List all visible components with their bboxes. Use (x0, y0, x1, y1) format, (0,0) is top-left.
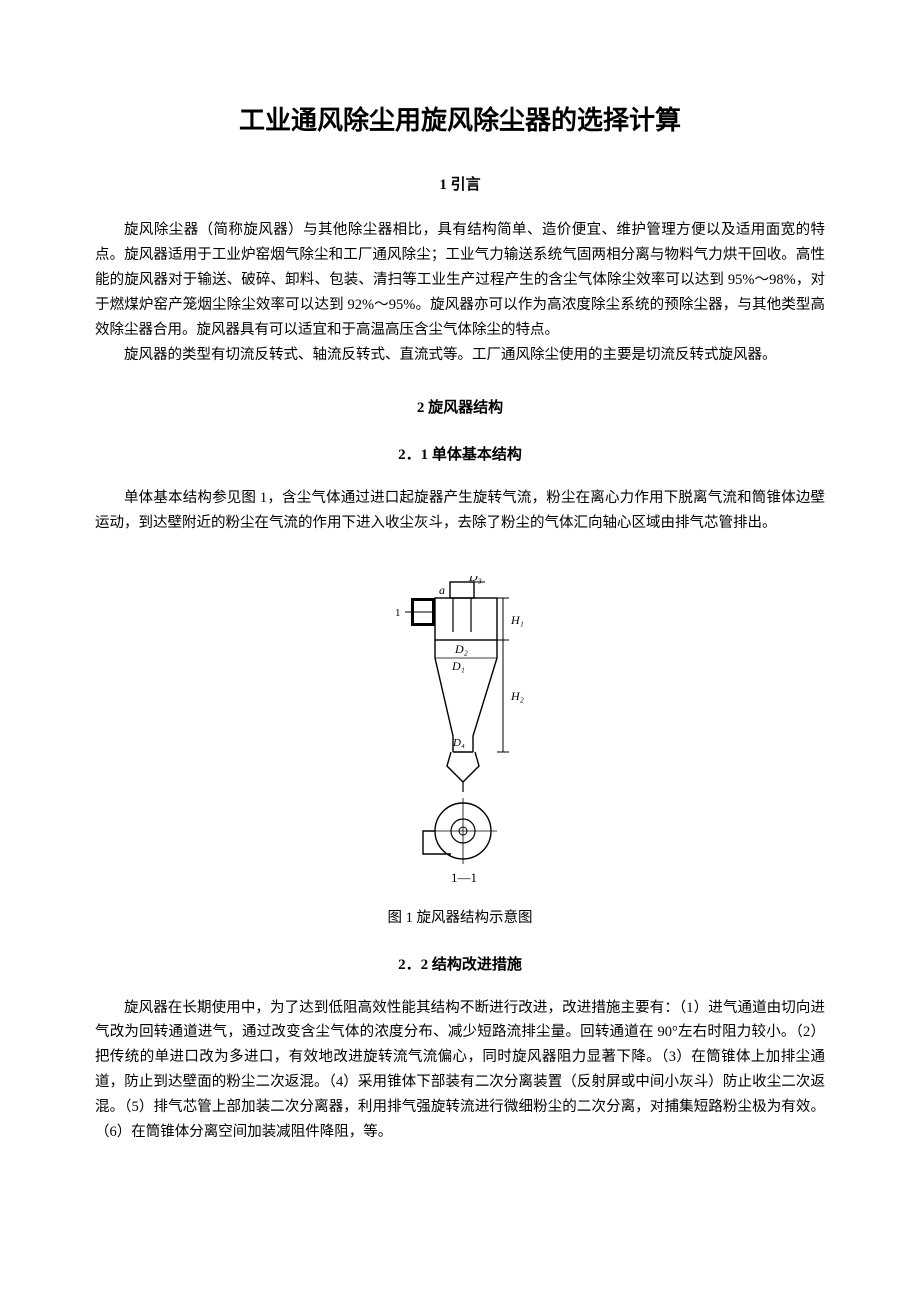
intro-paragraph-2: 旋风器的类型有切流反转式、轴流反转式、直流式等。工厂通风除尘使用的主要是切流反转… (95, 343, 825, 368)
label-H2: H₂ (510, 689, 524, 703)
section-2-1-heading: 2．1 单体基本结构 (95, 443, 825, 464)
cyclone-diagram-icon: a D₃ H₁ 1 D₂ D₁ H₂ D₄ (365, 576, 555, 886)
improve-paragraph-1: 旋风器在长期使用中，为了达到低阻高效性能其结构不断进行改进，改进措施主要有：（1… (95, 996, 825, 1146)
section-1-heading: 1 引言 (95, 173, 825, 194)
label-section-1-1: 1—1 (451, 870, 477, 885)
label-D2: D₂ (454, 642, 468, 656)
label-D3: D₃ (468, 576, 482, 584)
label-section-left: 1 (395, 607, 401, 619)
label-H1: H₁ (510, 613, 524, 627)
intro-paragraph-1: 旋风除尘器（简称旋风器）与其他除尘器相比，具有结构简单、造价便宜、维护管理方便以… (95, 218, 825, 343)
section-2-2-heading: 2．2 结构改进措施 (95, 953, 825, 974)
label-a: a (439, 583, 445, 597)
label-D4: D₄ (452, 737, 465, 749)
label-D1: D₁ (451, 659, 465, 673)
figure-1-caption: 图 1 旋风器结构示意图 (95, 906, 825, 927)
section-2-heading: 2 旋风器结构 (95, 396, 825, 417)
figure-1: a D₃ H₁ 1 D₂ D₁ H₂ D₄ (95, 576, 825, 927)
document-title: 工业通风除尘用旋风除尘器的选择计算 (95, 100, 825, 137)
structure-paragraph-1: 单体基本结构参见图 1，含尘气体通过进口起旋器产生旋转气流，粉尘在离心力作用下脱… (95, 486, 825, 536)
